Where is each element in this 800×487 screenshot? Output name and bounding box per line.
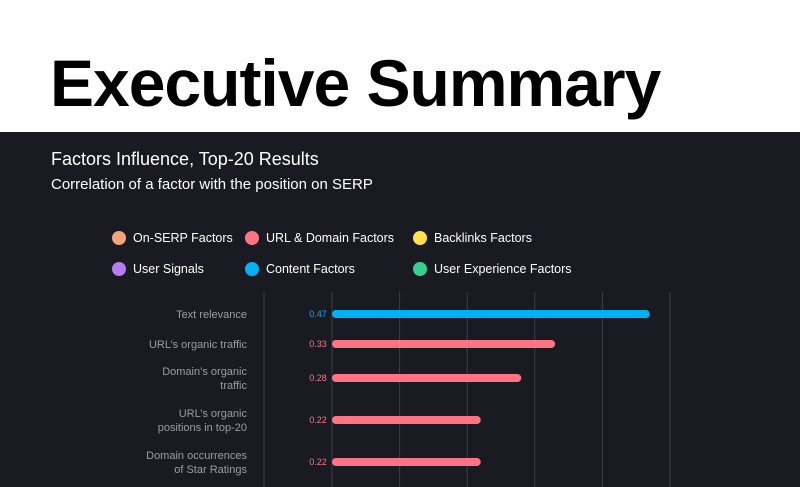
chart-subtitle: Correlation of a factor with the positio… (51, 176, 373, 193)
legend-label-content: Content Factors (266, 262, 355, 276)
legend-swatch-backlinks (413, 231, 427, 245)
category-label-3-1: positions in top-20 (158, 422, 247, 434)
category-label-4-1: of Star Ratings (174, 464, 247, 476)
legend-swatch-user-signals (112, 262, 126, 276)
legend-label-user-signals: User Signals (133, 262, 204, 276)
legend-item-user-signals[interactable]: User Signals (112, 262, 204, 276)
category-label-3-0: URL’s organic (179, 408, 248, 420)
value-label-3: 0.22 (309, 415, 327, 425)
legend-swatch-url-domain (245, 231, 259, 245)
chart-title: Factors Influence, Top-20 Results (51, 149, 319, 169)
value-label-1: 0.33 (309, 339, 327, 349)
legend-swatch-on-serp (112, 231, 126, 245)
legend-swatch-content (245, 262, 259, 276)
value-label-0: 0.47 (309, 309, 327, 319)
bar-chart: Text relevance 0.47 URL’s organic traffic 0… (146, 292, 671, 487)
legend-item-on-serp[interactable]: On-SERP Factors (112, 231, 233, 245)
category-label-2-0: Domain’s organic (162, 366, 247, 378)
legend-item-url-domain[interactable]: URL & Domain Factors (245, 231, 394, 245)
legend-swatch-user-experience (413, 262, 427, 276)
legend-label-user-experience: User Experience Factors (434, 262, 572, 276)
legend-label-backlinks: Backlinks Factors (434, 231, 532, 245)
chart-panel: Factors Influence, Top-20 Results Correl… (0, 132, 800, 487)
category-label-2-1: traffic (220, 380, 247, 392)
legend-label-url-domain: URL & Domain Factors (266, 231, 395, 245)
value-label-2: 0.28 (309, 373, 327, 383)
legend-item-backlinks[interactable]: Backlinks Factors (413, 231, 532, 245)
value-label-4: 0.22 (309, 457, 327, 467)
legend-item-content[interactable]: Content Factors (245, 262, 355, 276)
legend-item-user-experience[interactable]: User Experience Factors (413, 262, 572, 276)
category-label-0-0: Text relevance (176, 309, 247, 321)
page-title: Executive Summary (50, 46, 661, 120)
category-label-1-0: URL’s organic traffic (149, 339, 248, 351)
legend-label-on-serp: On-SERP Factors (133, 231, 233, 245)
category-label-4-0: Domain occurrences (146, 450, 247, 462)
